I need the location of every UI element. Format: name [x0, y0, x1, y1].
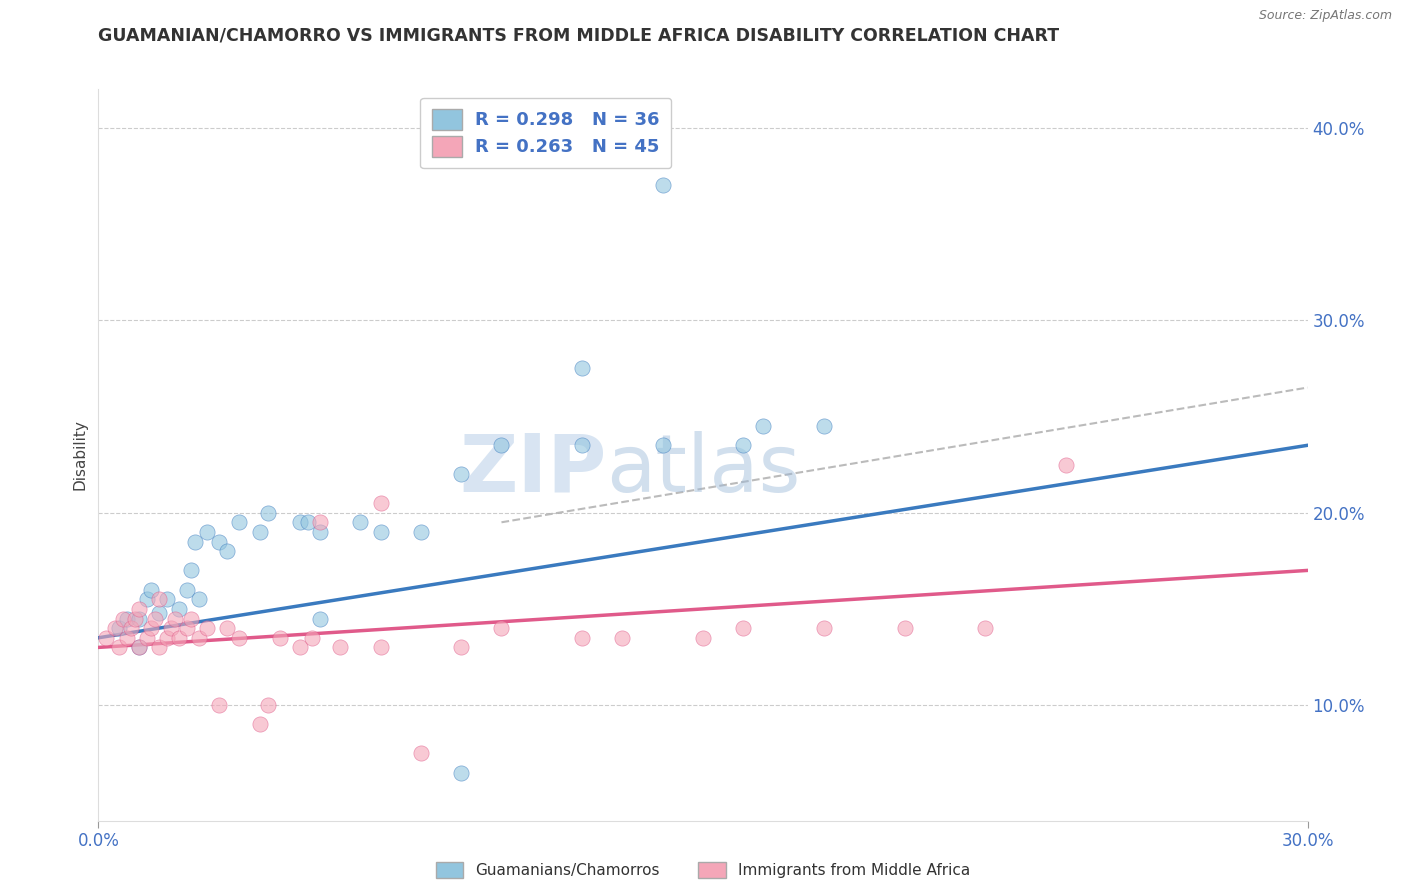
- Point: [571, 438, 593, 452]
- Point: [148, 606, 170, 620]
- Point: [571, 361, 593, 376]
- Point: [180, 611, 202, 625]
- Point: [128, 602, 150, 616]
- Point: [256, 698, 278, 713]
- Point: [128, 611, 150, 625]
- Point: [450, 467, 472, 482]
- Point: [217, 544, 239, 558]
- Point: [309, 611, 332, 625]
- Legend: Guamanians/Chamorros, Immigrants from Middle Africa: Guamanians/Chamorros, Immigrants from Mi…: [430, 855, 976, 884]
- Point: [115, 611, 138, 625]
- Point: [974, 621, 997, 635]
- Point: [813, 419, 835, 434]
- Point: [148, 592, 170, 607]
- Point: [176, 621, 198, 635]
- Point: [135, 631, 157, 645]
- Point: [349, 516, 371, 530]
- Point: [370, 496, 392, 510]
- Point: [120, 621, 142, 635]
- Point: [571, 631, 593, 645]
- Point: [111, 611, 134, 625]
- Point: [135, 592, 157, 607]
- Point: [733, 438, 755, 452]
- Legend: R = 0.298   N = 36, R = 0.263   N = 45: R = 0.298 N = 36, R = 0.263 N = 45: [420, 97, 672, 169]
- Point: [128, 640, 150, 655]
- Point: [228, 516, 250, 530]
- Point: [228, 631, 250, 645]
- Text: atlas: atlas: [606, 431, 800, 508]
- Point: [329, 640, 352, 655]
- Y-axis label: Disability: Disability: [72, 419, 87, 491]
- Point: [107, 621, 129, 635]
- Point: [188, 631, 211, 645]
- Point: [309, 516, 332, 530]
- Point: [491, 438, 513, 452]
- Point: [692, 631, 714, 645]
- Point: [249, 524, 271, 539]
- Point: [813, 621, 835, 635]
- Point: [107, 640, 129, 655]
- Point: [733, 621, 755, 635]
- Point: [217, 621, 239, 635]
- Point: [256, 506, 278, 520]
- Point: [370, 524, 392, 539]
- Point: [148, 640, 170, 655]
- Text: GUAMANIAN/CHAMORRO VS IMMIGRANTS FROM MIDDLE AFRICA DISABILITY CORRELATION CHART: GUAMANIAN/CHAMORRO VS IMMIGRANTS FROM MI…: [98, 27, 1060, 45]
- Point: [103, 621, 125, 635]
- Point: [288, 640, 311, 655]
- Point: [143, 611, 166, 625]
- Point: [409, 746, 432, 760]
- Point: [409, 524, 432, 539]
- Point: [96, 631, 118, 645]
- Point: [167, 602, 190, 616]
- Point: [160, 621, 183, 635]
- Point: [450, 765, 472, 780]
- Point: [139, 621, 162, 635]
- Point: [612, 631, 634, 645]
- Point: [752, 419, 775, 434]
- Point: [249, 717, 271, 731]
- Point: [893, 621, 915, 635]
- Text: Source: ZipAtlas.com: Source: ZipAtlas.com: [1258, 9, 1392, 22]
- Point: [370, 640, 392, 655]
- Point: [195, 524, 218, 539]
- Point: [115, 631, 138, 645]
- Point: [491, 621, 513, 635]
- Point: [184, 534, 207, 549]
- Point: [208, 698, 231, 713]
- Point: [651, 438, 673, 452]
- Point: [156, 631, 179, 645]
- Point: [176, 582, 198, 597]
- Point: [163, 611, 186, 625]
- Point: [180, 563, 202, 577]
- Point: [128, 640, 150, 655]
- Point: [450, 640, 472, 655]
- Text: ZIP: ZIP: [458, 431, 606, 508]
- Point: [156, 592, 179, 607]
- Point: [188, 592, 211, 607]
- Point: [195, 621, 218, 635]
- Point: [124, 611, 146, 625]
- Point: [1054, 458, 1077, 472]
- Point: [269, 631, 291, 645]
- Point: [208, 534, 231, 549]
- Point: [139, 582, 162, 597]
- Point: [309, 524, 332, 539]
- Point: [288, 516, 311, 530]
- Point: [297, 516, 319, 530]
- Point: [167, 631, 190, 645]
- Point: [651, 178, 673, 193]
- Point: [301, 631, 323, 645]
